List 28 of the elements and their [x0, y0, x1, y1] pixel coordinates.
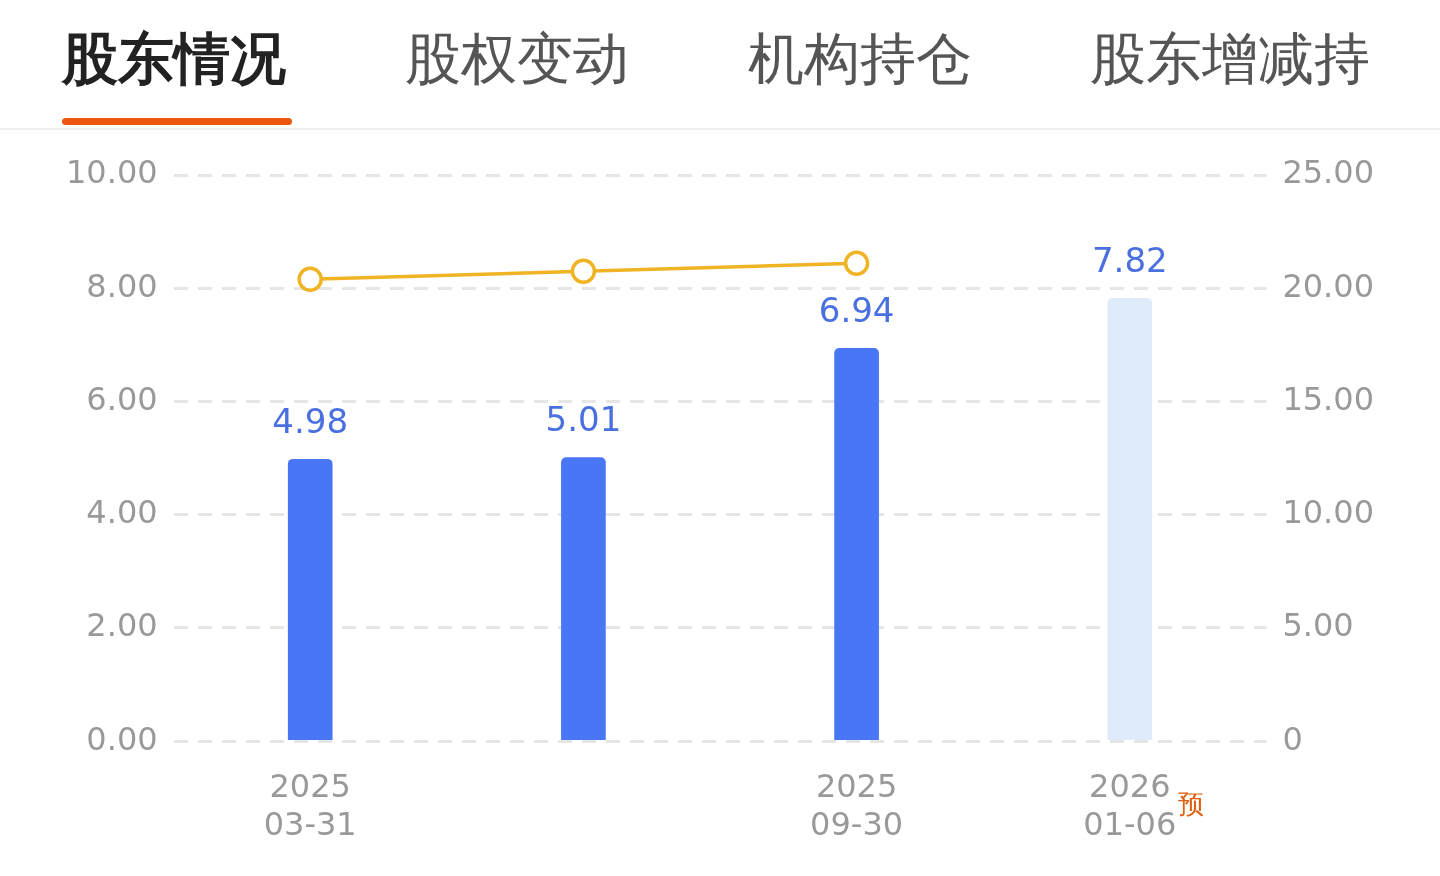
y-tick-label: 0.00: [86, 719, 158, 758]
x-tick-label: 2026 01-06: [1083, 766, 1177, 844]
y-tick-label: 4.00: [86, 493, 158, 532]
text: 股权变动: [405, 25, 629, 93]
text: 机构持仓: [748, 25, 972, 93]
text: 预: [1177, 789, 1204, 820]
y2-tick-label: 20.00: [1282, 266, 1374, 305]
bar: [287, 458, 333, 741]
y2-tick-label: 5.00: [1282, 606, 1354, 645]
bar: [561, 457, 606, 741]
bar: [1107, 298, 1153, 741]
bar: [834, 347, 879, 741]
text: 股东增减持: [1090, 25, 1370, 93]
y2-tick-label: 0: [1282, 719, 1303, 758]
y-tick-label: 6.00: [86, 379, 158, 418]
data-label: 7.82: [1091, 240, 1168, 281]
x-tick-label: 2025 03-31: [263, 766, 357, 844]
text: 股东情况: [62, 25, 286, 93]
y2-tick-label: 15.00: [1282, 379, 1374, 418]
y2-tick-label: 10.00: [1282, 493, 1374, 532]
data-label: 4.98: [272, 401, 349, 442]
data-label: 5.01: [545, 399, 622, 440]
y-tick-label: 10.00: [66, 153, 158, 192]
y-tick-label: 8.00: [86, 266, 158, 305]
data-label: 6.94: [818, 290, 895, 331]
y2-tick-label: 25.00: [1282, 153, 1374, 192]
y-tick-label: 2.00: [86, 606, 158, 645]
x-tick-label: 2025 09-30: [810, 766, 904, 844]
